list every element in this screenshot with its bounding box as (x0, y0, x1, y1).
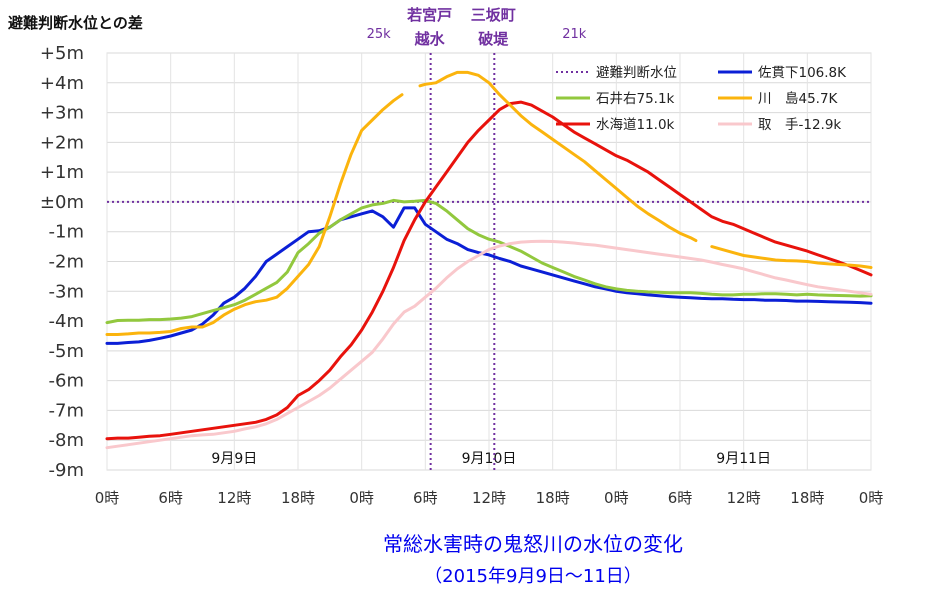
x-axis-ticks: 0時 6時 12時 18時 0時 6時 12時 18時 0時 6時 12時 18時 0時 (95, 489, 884, 507)
series-line (105, 239, 873, 450)
day-label: 9月10日 (462, 451, 517, 467)
chart-title: 常総水害時の鬼怒川の水位の変化 (383, 532, 683, 556)
series-line (105, 93, 404, 336)
chart-subtitle: （2015年9月9日～11日） (424, 566, 642, 587)
x-tick-label: 0時 (349, 489, 374, 507)
gridlines (106, 52, 872, 471)
y-tick-label: -4m (49, 311, 84, 332)
day-label: 9月11日 (716, 451, 771, 467)
x-tick-label: 12時 (727, 489, 761, 507)
y-tick-label: -6m (49, 371, 84, 392)
y-tick-label: +2m (40, 132, 84, 153)
day-labels: 9月9日 9月10日 9月11日 (211, 451, 771, 467)
x-tick-label: 0時 (95, 489, 120, 507)
y-tick-label: -9m (49, 460, 84, 481)
series-line (418, 70, 698, 243)
legend-label: 取 手-12.9k (758, 117, 841, 133)
y-tick-label: -5m (49, 341, 84, 362)
series-lines (105, 70, 873, 450)
x-tick-label: 0時 (604, 489, 629, 507)
day-label: 9月9日 (211, 451, 257, 467)
y-tick-label: +1m (40, 162, 84, 183)
y-tick-label: +4m (40, 73, 84, 94)
event-km-label: 25k (367, 27, 392, 42)
series-line (105, 100, 873, 441)
y-tick-label: -2m (49, 252, 84, 273)
x-tick-label: 12時 (472, 489, 506, 507)
event-label: 破堤 (478, 30, 509, 48)
x-tick-label: 12時 (217, 489, 251, 507)
y-tick-label: -1m (49, 222, 84, 243)
series-line (105, 206, 873, 345)
x-tick-label: 0時 (859, 489, 884, 507)
y-axis-label: 避難判断水位との差 (8, 14, 143, 32)
x-tick-label: 18時 (281, 489, 315, 507)
x-tick-label: 6時 (158, 489, 183, 507)
y-tick-label: -3m (49, 281, 84, 302)
y-tick-label: -7m (49, 400, 84, 421)
y-axis-ticks: +5m +4m +3m +2m +1m ±0m -1m -2m -3m -4m -5m -6m -7m -… (40, 43, 84, 481)
x-tick-label: 18時 (790, 489, 824, 507)
legend-label: 石井右75.1k (596, 91, 675, 107)
series-line (105, 198, 873, 325)
y-tick-label: ±0m (40, 192, 84, 213)
series-line (710, 245, 873, 269)
event-label: 越水 (414, 30, 446, 48)
legend: 避難判断水位 佐貫下106.8K 石井右75.1k 川 島45.7K 水海道11.0k 取… (556, 65, 847, 133)
legend-label: 水海道11.0k (596, 117, 675, 133)
y-tick-label: +3m (40, 103, 84, 124)
x-tick-label: 6時 (413, 489, 438, 507)
event-label: 三坂町 (471, 6, 516, 24)
x-tick-label: 6時 (668, 489, 693, 507)
y-tick-label: -8m (49, 430, 84, 451)
y-tick-label: +5m (40, 43, 84, 64)
legend-label: 川 島45.7K (758, 91, 839, 107)
event-label: 若宮戸 (406, 6, 452, 24)
event-km-label: 21k (562, 27, 587, 42)
legend-label: 佐貫下106.8K (758, 65, 847, 81)
legend-label: 避難判断水位 (596, 65, 677, 81)
x-tick-label: 18時 (536, 489, 570, 507)
